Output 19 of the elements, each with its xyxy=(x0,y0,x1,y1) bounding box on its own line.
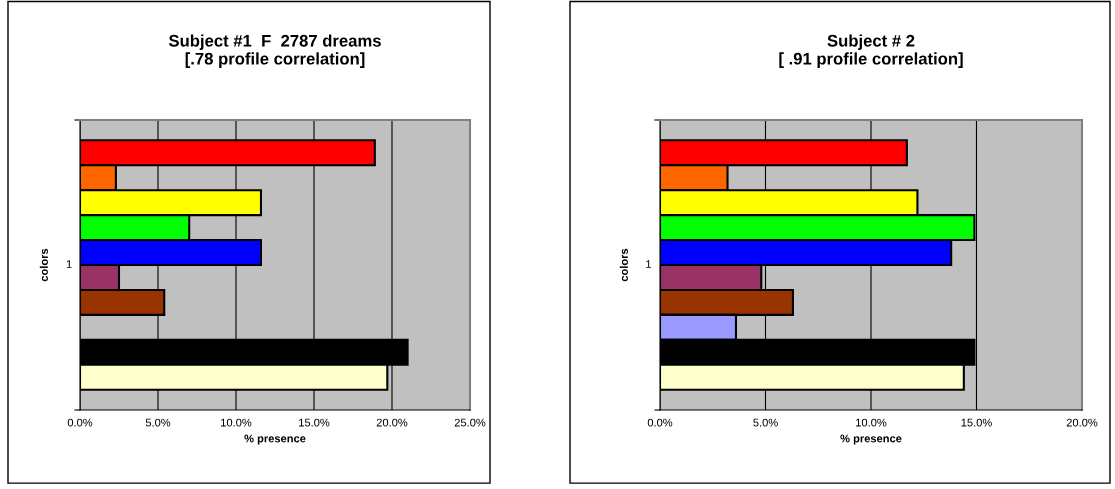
x-tick-label: 25.0% xyxy=(454,418,486,427)
chart-title: Subject # 2 [ .91 profile correlation] xyxy=(779,34,963,68)
x-axis-title: % presence xyxy=(244,434,306,445)
x-tick-label: 5.0% xyxy=(145,418,171,427)
x-tick-label: 20.0% xyxy=(376,418,408,427)
x-tick-label: 0.0% xyxy=(67,418,93,427)
y-axis-title: colors xyxy=(619,248,628,282)
y-tick-label: 1 xyxy=(646,260,652,268)
x-tick-label: 10.0% xyxy=(221,418,252,427)
x-axis-title: % presence xyxy=(840,434,902,445)
x-tick-label: 15.0% xyxy=(961,418,992,427)
x-tick-label: 15.0% xyxy=(299,418,330,427)
x-tick-label: 20.0% xyxy=(1066,418,1098,427)
chart-title: Subject #1 F 2787 dreams [.78 profile correlation] xyxy=(168,34,381,68)
x-tick-label: 5.0% xyxy=(753,418,778,427)
x-tick-label: 0.0% xyxy=(647,418,673,427)
y-axis-title: colors xyxy=(39,248,48,282)
y-tick-label: 1 xyxy=(66,260,72,268)
x-tick-label: 10.0% xyxy=(856,418,887,427)
